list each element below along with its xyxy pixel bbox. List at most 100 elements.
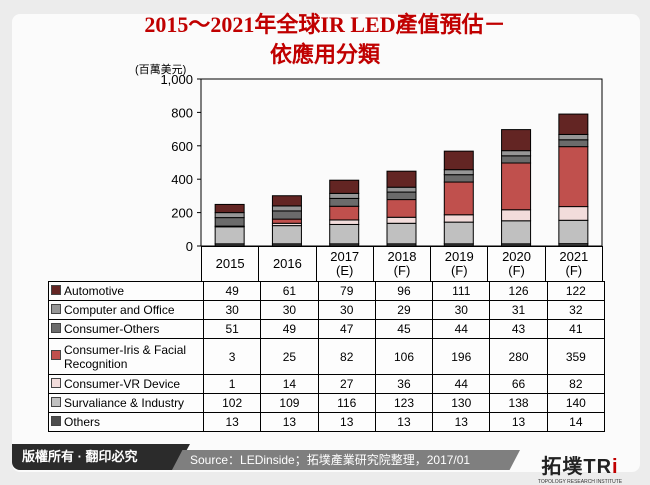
logo-subtitle: TOPOLOGY RESEARCH INSTITUTE <box>537 479 623 485</box>
bar-segment <box>214 212 245 219</box>
table-cell: 82 <box>317 338 376 375</box>
table-cell: 126 <box>489 281 548 301</box>
bar-segment <box>329 219 360 225</box>
table-cell: 30 <box>432 300 491 320</box>
series-label: Others <box>48 412 204 432</box>
bar-segment <box>501 162 532 211</box>
x-tick-label: 2017 (E) <box>315 246 374 282</box>
bar-segment <box>558 206 589 221</box>
table-cell: 49 <box>260 319 319 339</box>
table-cell: 47 <box>317 319 376 339</box>
chart-title: 2015～2021年全球IR LED產值預估－ 依應用分類 <box>0 10 650 70</box>
bar-segment <box>558 133 589 141</box>
table-cell: 13 <box>317 412 376 432</box>
x-tick-label: 2016 <box>258 246 317 282</box>
table-cell: 30 <box>317 300 376 320</box>
bar-segment <box>386 199 417 218</box>
bar-segment <box>501 155 532 164</box>
bar-segment <box>386 186 417 193</box>
bar-segment <box>443 169 474 176</box>
bar-segment <box>558 219 589 245</box>
legend-swatch <box>51 304 61 314</box>
y-tick-label: 1,000 <box>160 72 193 87</box>
table-cell: 123 <box>374 393 434 413</box>
table-cell: 51 <box>202 319 262 339</box>
legend-swatch <box>51 416 61 426</box>
series-label: Consumer-VR Device <box>48 374 204 394</box>
series-label: Survaliance & Industry <box>48 393 204 413</box>
table-row: Automotive 49 61 79 96 111 126 122 <box>48 281 605 301</box>
bar-segment <box>501 129 532 152</box>
table-cell: 1 <box>202 374 262 394</box>
bar-segment <box>558 113 589 135</box>
y-tick-label: 400 <box>171 172 193 187</box>
table-row: Survaliance & Industry 102 109 116 123 130 138… <box>48 393 605 413</box>
bar-segment <box>271 210 302 220</box>
table-cell: 79 <box>317 281 376 301</box>
table-cell: 44 <box>432 319 491 339</box>
bar-segment <box>271 218 302 224</box>
bar-segment <box>329 205 360 221</box>
bar-segment <box>386 222 417 245</box>
bar-segment <box>386 216 417 224</box>
stacked-bar-chart: 0 200 400 600 800 1,000 <box>160 72 603 254</box>
bar-segment <box>329 192 360 199</box>
bar-segment <box>501 150 532 157</box>
table-row: Computer and Office 30 30 30 29 30 31 32 <box>48 300 605 320</box>
table-cell: 61 <box>260 281 319 301</box>
legend-swatch <box>51 378 61 388</box>
table-cell: 102 <box>202 393 262 413</box>
tri-logo: 拓墣TRi TOPOLOGY RESEARCH INSTITUTE <box>530 450 630 485</box>
bar-segment <box>329 223 360 245</box>
bar-segment <box>271 195 302 207</box>
bar-segment <box>558 146 589 208</box>
copyright-banner: 版權所有 · 翻印必究 <box>12 444 190 470</box>
table-cell: 36 <box>374 374 434 394</box>
bar-segment <box>558 139 589 148</box>
x-tick-label: 2021 (F) <box>544 246 603 282</box>
y-tick-label: 800 <box>171 105 193 120</box>
table-row: Others 13 13 13 13 13 13 14 <box>48 412 605 432</box>
table-cell: 196 <box>432 338 491 375</box>
title-line-1: 2015～2021年全球IR LED產值預估－ <box>144 12 506 37</box>
bar-segment <box>501 209 532 222</box>
table-cell: 30 <box>260 300 319 320</box>
series-label: Consumer-Iris & Facial Recognition <box>48 338 204 375</box>
bar-segment <box>386 191 417 201</box>
legend-swatch <box>51 397 61 407</box>
bar-segment <box>443 221 474 245</box>
x-tick-label: 2018 (F) <box>372 246 432 282</box>
table-cell: 14 <box>546 412 605 432</box>
table-cell: 3 <box>202 338 262 375</box>
bar-segment <box>214 217 245 227</box>
series-label: Consumer-Others <box>48 319 204 339</box>
table-cell: 25 <box>260 338 319 375</box>
table-cell: 111 <box>432 281 491 301</box>
table-cell: 13 <box>432 412 491 432</box>
x-tick-label: 2019 (F) <box>430 246 489 282</box>
bar-segment <box>443 150 474 171</box>
table-cell: 49 <box>202 281 262 301</box>
x-tick-label: 2015 <box>200 246 260 282</box>
table-cell: 140 <box>546 393 605 413</box>
table-cell: 82 <box>546 374 605 394</box>
table-cell: 29 <box>374 300 434 320</box>
y-tick-label: 200 <box>171 206 193 221</box>
bar-segment <box>443 181 474 216</box>
table-cell: 280 <box>489 338 548 375</box>
series-label: Automotive <box>48 281 204 301</box>
table-cell: 45 <box>374 319 434 339</box>
legend-swatch <box>51 323 61 333</box>
table-cell: 106 <box>374 338 434 375</box>
table-cell: 109 <box>260 393 319 413</box>
bar-segment <box>443 214 474 223</box>
table-cell: 31 <box>489 300 548 320</box>
table-cell: 13 <box>202 412 262 432</box>
legend-swatch <box>51 285 61 295</box>
x-tick-label: 2020 (F) <box>487 246 546 282</box>
table-row: Consumer-Others 51 49 47 45 44 43 41 <box>48 319 605 339</box>
series-label: Computer and Office <box>48 300 204 320</box>
y-axis-unit: (百萬美元) <box>135 64 187 76</box>
table-cell: 44 <box>432 374 491 394</box>
table-cell: 138 <box>489 393 548 413</box>
